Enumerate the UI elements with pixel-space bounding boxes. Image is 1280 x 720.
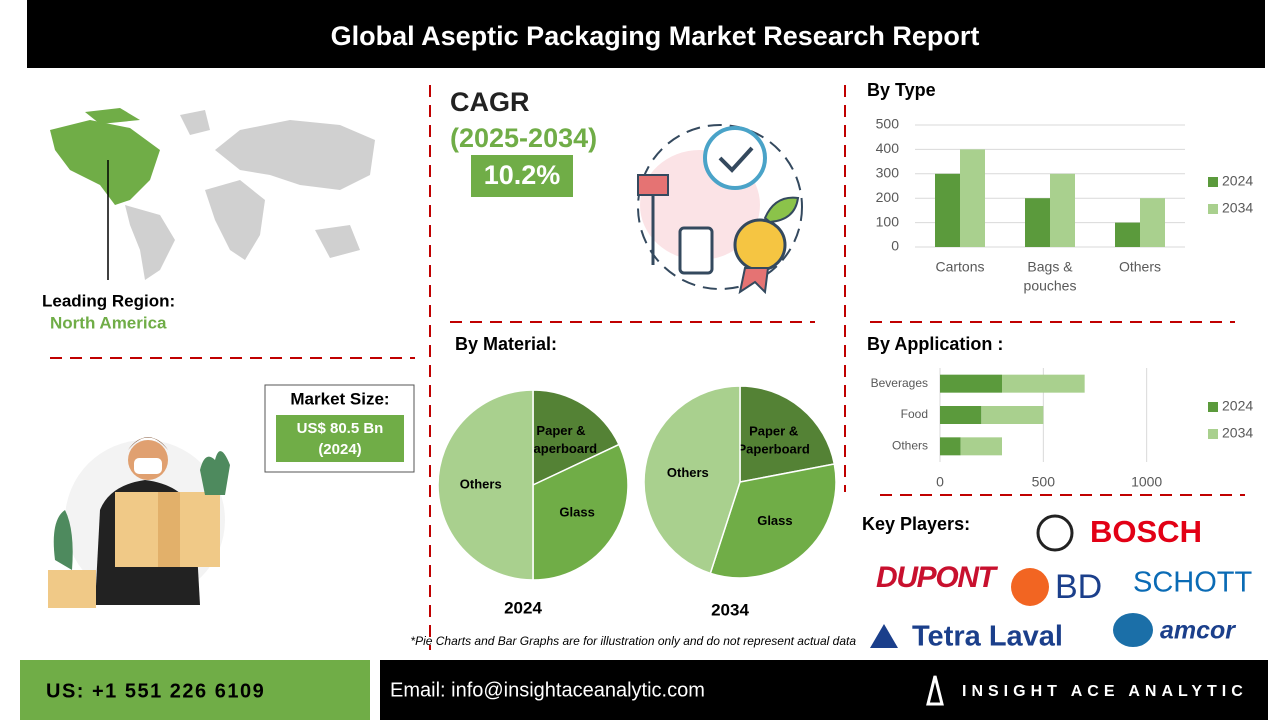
bar — [1025, 198, 1050, 247]
pie-slice — [532, 443, 629, 581]
region-label: Leading Region: — [42, 291, 175, 310]
y-tick-label: 100 — [876, 213, 900, 229]
y-tick-label: 200 — [876, 189, 900, 205]
slice-label: Paper & Paperboard — [738, 424, 810, 457]
pie-slice — [532, 389, 620, 487]
market-size-value: US$ 80.5 Bn — [297, 420, 384, 437]
legend-label: 2024 — [1222, 398, 1253, 414]
bar — [960, 437, 1002, 456]
legend-swatch — [1208, 204, 1218, 214]
pie-year: 2034 — [711, 600, 749, 619]
pie-year: 2024 — [504, 598, 542, 617]
bar — [1140, 198, 1165, 247]
brand-emblem — [926, 675, 944, 706]
x-tick-label: 500 — [1032, 474, 1056, 490]
y-tick-label: 500 — [876, 116, 900, 132]
y-tick-label: 0 — [891, 238, 899, 254]
tetra-emblem — [870, 624, 898, 648]
bar — [1002, 374, 1085, 393]
cagr-period: (2025-2034) — [450, 123, 597, 153]
email: Email: info@insightaceanalytic.com — [390, 679, 705, 701]
bar — [960, 149, 985, 247]
chart-title: By Type — [867, 80, 936, 100]
legend-swatch — [1208, 402, 1218, 412]
y-tick-label: 300 — [876, 165, 900, 181]
illustration — [48, 437, 230, 608]
slice-label: Others — [667, 465, 709, 480]
cagr-badge — [471, 155, 573, 197]
market-size-year: (2024) — [318, 441, 361, 458]
key-players-title: Key Players: — [862, 514, 970, 534]
slice-label: Paper & Paperboard — [525, 423, 597, 456]
bar — [981, 406, 1044, 424]
x-tick-label: 0 — [936, 474, 944, 490]
bd-emblem — [1011, 568, 1049, 606]
region-value: North America — [50, 313, 167, 332]
y-tick-label: Food — [901, 407, 928, 421]
bar — [1115, 222, 1140, 247]
phone: US: +1 551 226 6109 — [46, 680, 265, 702]
footer-bar — [380, 660, 1268, 720]
player-logo: SCHOTT — [1133, 567, 1253, 599]
pie-slice — [437, 389, 534, 581]
y-tick-label: Others — [892, 439, 928, 453]
cagr-value: 10.2% — [484, 160, 561, 190]
player-logo: Tetra Laval — [912, 621, 1063, 653]
world-map — [50, 108, 375, 280]
title: Global Aseptic Packaging Market Research… — [331, 21, 980, 51]
x-tick-label: Cartons — [935, 259, 984, 275]
bar — [1050, 173, 1075, 247]
bar — [940, 437, 961, 456]
player-logo: DUPONT — [876, 561, 999, 594]
player-logo: BD — [1055, 568, 1102, 606]
amcor-emblem — [1113, 613, 1153, 647]
header-bar — [27, 0, 1265, 68]
chart-title: By Material: — [455, 334, 557, 354]
slice-label: Others — [460, 476, 502, 491]
legend-swatch — [1208, 429, 1218, 439]
market-size-badge — [276, 415, 404, 462]
pie-slice — [739, 385, 836, 483]
y-tick-label: Beverages — [871, 376, 928, 390]
legend-label: 2034 — [1222, 200, 1253, 216]
slice-label: Glass — [757, 513, 792, 528]
legend-label: 2034 — [1222, 425, 1253, 441]
legend-label: 2024 — [1222, 173, 1253, 189]
cagr-icon — [637, 124, 803, 295]
bosch-emblem — [1036, 514, 1074, 552]
phone-bar — [20, 660, 370, 720]
x-tick-label: 1000 — [1131, 474, 1162, 490]
player-logo: amcor — [1160, 617, 1236, 645]
brand: INSIGHT ACE ANALYTIC — [962, 683, 1248, 700]
y-tick-label: 400 — [876, 140, 900, 156]
x-tick-label: Bags & pouches — [1024, 258, 1077, 293]
cagr-label: CAGR — [450, 87, 530, 117]
legend-swatch — [1208, 177, 1218, 187]
slice-label: Glass — [559, 504, 594, 519]
bar — [935, 173, 960, 247]
bar — [940, 406, 982, 424]
player-logo: BOSCH — [1090, 514, 1202, 549]
chart-title: By Application : — [867, 334, 1003, 354]
x-tick-label: Others — [1119, 259, 1161, 275]
footnote: *Pie Charts and Bar Graphs are for illus… — [410, 634, 856, 648]
pie-slice — [643, 385, 741, 575]
pie-slice — [709, 463, 837, 579]
bar — [940, 374, 1002, 393]
market-size-label: Market Size: — [290, 389, 389, 408]
